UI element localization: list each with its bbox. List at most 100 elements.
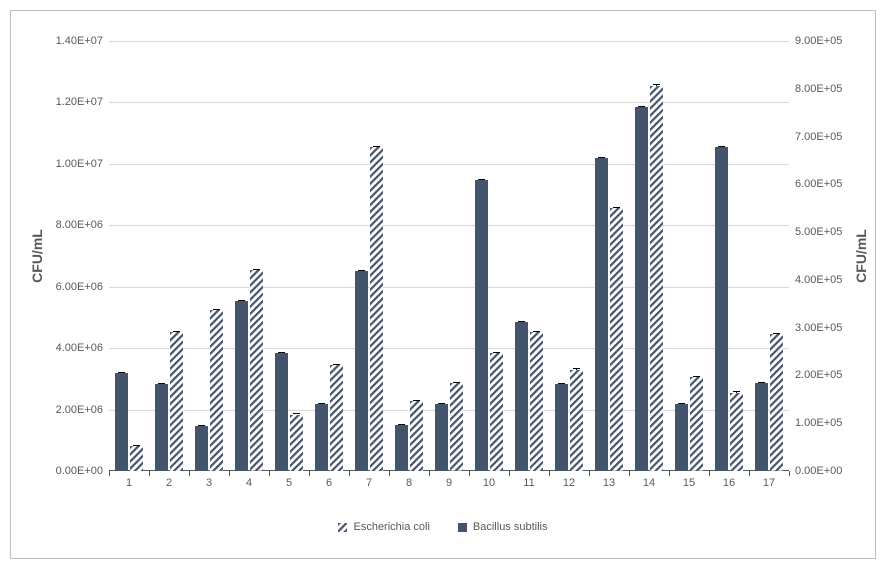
y-left-tick-label: 4.00E+06 <box>56 342 103 354</box>
x-tick-mark <box>229 471 230 476</box>
errorbar-stem <box>616 207 617 208</box>
x-tick-label: 2 <box>166 477 172 489</box>
x-tick-label: 7 <box>366 477 372 489</box>
x-tick-label: 4 <box>246 477 252 489</box>
y-right-tick-label: 0.00E+00 <box>795 465 842 477</box>
x-tick-label: 3 <box>206 477 212 489</box>
x-tick-mark <box>189 471 190 476</box>
x-tick-label: 13 <box>603 477 615 489</box>
x-tick-label: 14 <box>643 477 655 489</box>
errorbar-stem <box>256 269 257 270</box>
x-tick-mark <box>349 471 350 476</box>
bar-escherichia-coli <box>530 332 543 471</box>
errorbar-stem <box>401 424 402 425</box>
y-left-tick-label: 8.00E+06 <box>56 219 103 231</box>
x-tick-mark <box>109 471 110 476</box>
errorbar-stem <box>721 146 722 147</box>
errorbar-stem <box>496 352 497 353</box>
y-axis-right-title: CFU/mL <box>853 229 869 283</box>
legend-item: Bacillus subtilis <box>458 521 548 533</box>
bar-escherichia-coli <box>690 377 703 471</box>
x-tick-mark <box>789 471 790 476</box>
errorbar-stem <box>161 383 162 384</box>
x-tick-label: 6 <box>326 477 332 489</box>
errorbar-stem <box>376 146 377 147</box>
y-right-tick-label: 2.00E+05 <box>795 369 842 381</box>
bar-bacillus-subtilis <box>355 271 368 471</box>
bar-bacillus-subtilis <box>475 180 488 471</box>
x-tick-label: 15 <box>683 477 695 489</box>
x-tick-mark <box>749 471 750 476</box>
errorbar-stem <box>136 445 137 446</box>
y-right-tick-label: 8.00E+05 <box>795 83 842 95</box>
y-left-tick-label: 1.40E+07 <box>56 35 103 47</box>
legend: Escherichia coliBacillus subtilis <box>11 521 875 533</box>
bar-bacillus-subtilis <box>235 301 248 471</box>
bar-bacillus-subtilis <box>635 107 648 471</box>
x-tick-mark <box>469 471 470 476</box>
bar-escherichia-coli <box>210 310 223 471</box>
x-tick-mark <box>429 471 430 476</box>
x-tick-label: 8 <box>406 477 412 489</box>
y-left-tick-label: 1.00E+07 <box>56 158 103 170</box>
bar-bacillus-subtilis <box>715 147 728 471</box>
x-tick-mark <box>149 471 150 476</box>
bar-bacillus-subtilis <box>155 384 168 471</box>
y-left-tick-label: 6.00E+06 <box>56 281 103 293</box>
bar-escherichia-coli <box>170 332 183 471</box>
y-left-tick-label: 1.20E+07 <box>56 96 103 108</box>
y-left-tick-label: 2.00E+06 <box>56 404 103 416</box>
x-tick-mark <box>709 471 710 476</box>
bar-escherichia-coli <box>730 393 743 471</box>
x-tick-mark <box>389 471 390 476</box>
errorbar-stem <box>201 425 202 426</box>
errorbar-stem <box>481 179 482 180</box>
x-tick-label: 17 <box>763 477 775 489</box>
errorbar-stem <box>336 364 337 365</box>
bar-escherichia-coli <box>290 415 303 472</box>
y-left-tick-label: 0.00E+00 <box>56 465 103 477</box>
errorbar-stem <box>696 376 697 377</box>
errorbar-stem <box>456 382 457 383</box>
errorbar-stem <box>441 403 442 404</box>
x-tick-label: 11 <box>523 477 534 489</box>
errorbar-stem <box>641 106 642 107</box>
bar-escherichia-coli <box>490 353 503 471</box>
bar-escherichia-coli <box>130 446 143 471</box>
bar-escherichia-coli <box>770 334 783 471</box>
bar-escherichia-coli <box>610 208 623 471</box>
x-tick-mark <box>309 471 310 476</box>
bar-bacillus-subtilis <box>315 404 328 471</box>
errorbar-stem <box>536 331 537 332</box>
x-tick-mark <box>589 471 590 476</box>
bar-bacillus-subtilis <box>435 404 448 471</box>
errorbar-stem <box>241 300 242 301</box>
errorbar-stem <box>681 403 682 404</box>
bar-escherichia-coli <box>410 401 423 471</box>
y-right-tick-label: 4.00E+05 <box>795 274 842 286</box>
x-tick-mark <box>629 471 630 476</box>
bar-bacillus-subtilis <box>515 322 528 471</box>
legend-label: Bacillus subtilis <box>473 521 548 533</box>
bar-escherichia-coli <box>250 270 263 471</box>
y-right-tick-label: 6.00E+05 <box>795 178 842 190</box>
x-tick-mark <box>549 471 550 476</box>
x-tick-mark <box>669 471 670 476</box>
y-right-tick-label: 9.00E+05 <box>795 35 842 47</box>
chart-container: 0.00E+00 2.00E+06 4.00E+06 6.00E+06 8.00E+06… <box>10 10 876 559</box>
bar-bacillus-subtilis <box>195 426 208 471</box>
bar-bacillus-subtilis <box>395 425 408 471</box>
bar-bacillus-subtilis <box>595 158 608 471</box>
y-axis-left-title: CFU/mL <box>29 229 45 283</box>
errorbar-stem <box>216 309 217 310</box>
errorbar-stem <box>601 157 602 158</box>
errorbar-stem <box>281 352 282 353</box>
errorbar-stem <box>561 383 562 384</box>
bar-bacillus-subtilis <box>115 373 128 471</box>
errorbar-stem <box>736 391 737 392</box>
errorbar-stem <box>576 368 577 369</box>
bar-bacillus-subtilis <box>675 404 688 471</box>
bar-bacillus-subtilis <box>555 384 568 471</box>
x-tick-label: 10 <box>483 477 495 489</box>
gridline <box>109 41 789 42</box>
